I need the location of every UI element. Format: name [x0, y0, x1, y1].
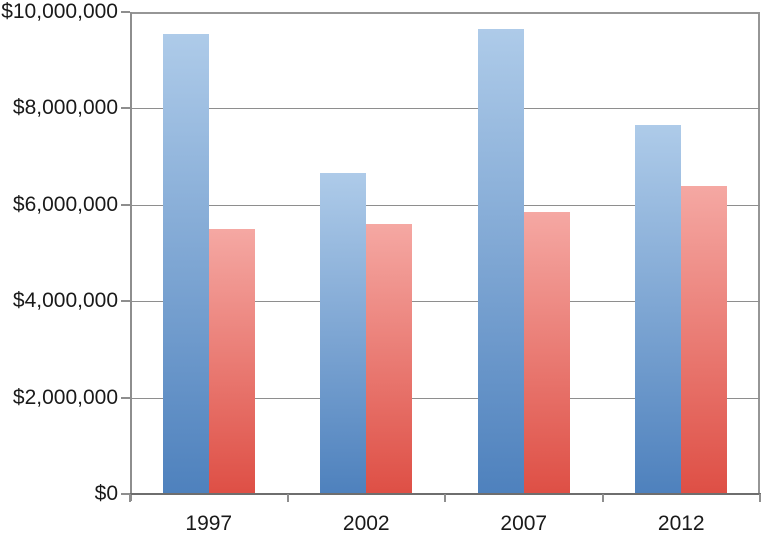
gridline-2000000	[130, 397, 760, 399]
y-axis-line	[130, 12, 132, 501]
y-axis-label-10000000: $10,000,000	[1, 0, 118, 23]
x-axis-line	[122, 493, 761, 495]
plot-border-top	[130, 12, 760, 14]
y-axis-label-8000000: $8,000,000	[12, 96, 118, 120]
x-axis-label-2002: 2002	[342, 512, 390, 535]
bar-red-series-2012	[681, 186, 727, 494]
bar-red-series-2007	[524, 212, 570, 494]
y-axis-label-0: $0	[94, 482, 118, 505]
y-axis-tick	[121, 107, 130, 110]
gridline-8000000	[130, 108, 760, 110]
bar-blue-series-1997	[163, 34, 209, 494]
y-axis-label-4000000: $4,000,000	[12, 289, 118, 313]
y-axis-label-2000000: $2,000,000	[12, 385, 118, 409]
y-axis-tick	[121, 396, 130, 399]
x-axis-label-2012: 2012	[657, 512, 705, 535]
y-axis-tick	[121, 493, 130, 495]
plot-area	[130, 12, 760, 494]
bar-blue-series-2012	[635, 125, 681, 494]
bar-blue-series-2007	[478, 29, 524, 494]
bar-blue-series-2002	[320, 173, 366, 494]
x-axis-tick	[601, 494, 604, 502]
gridline-6000000	[130, 204, 760, 206]
y-axis-label-6000000: $6,000,000	[12, 192, 118, 216]
bar-red-series-2002	[366, 224, 412, 494]
gridline-4000000	[130, 301, 760, 303]
x-axis-tick	[759, 494, 761, 502]
x-axis-label-2007: 2007	[500, 512, 548, 535]
y-axis-tick	[121, 203, 130, 206]
plot-border-right	[758, 12, 760, 494]
y-axis-tick	[121, 300, 130, 303]
x-axis-tick	[286, 494, 289, 502]
x-axis-tick	[444, 494, 446, 502]
x-axis-tick	[129, 494, 131, 502]
bar-red-series-1997	[209, 229, 255, 494]
x-axis-label-1997: 1997	[185, 512, 233, 535]
y-axis-tick	[121, 11, 130, 13]
